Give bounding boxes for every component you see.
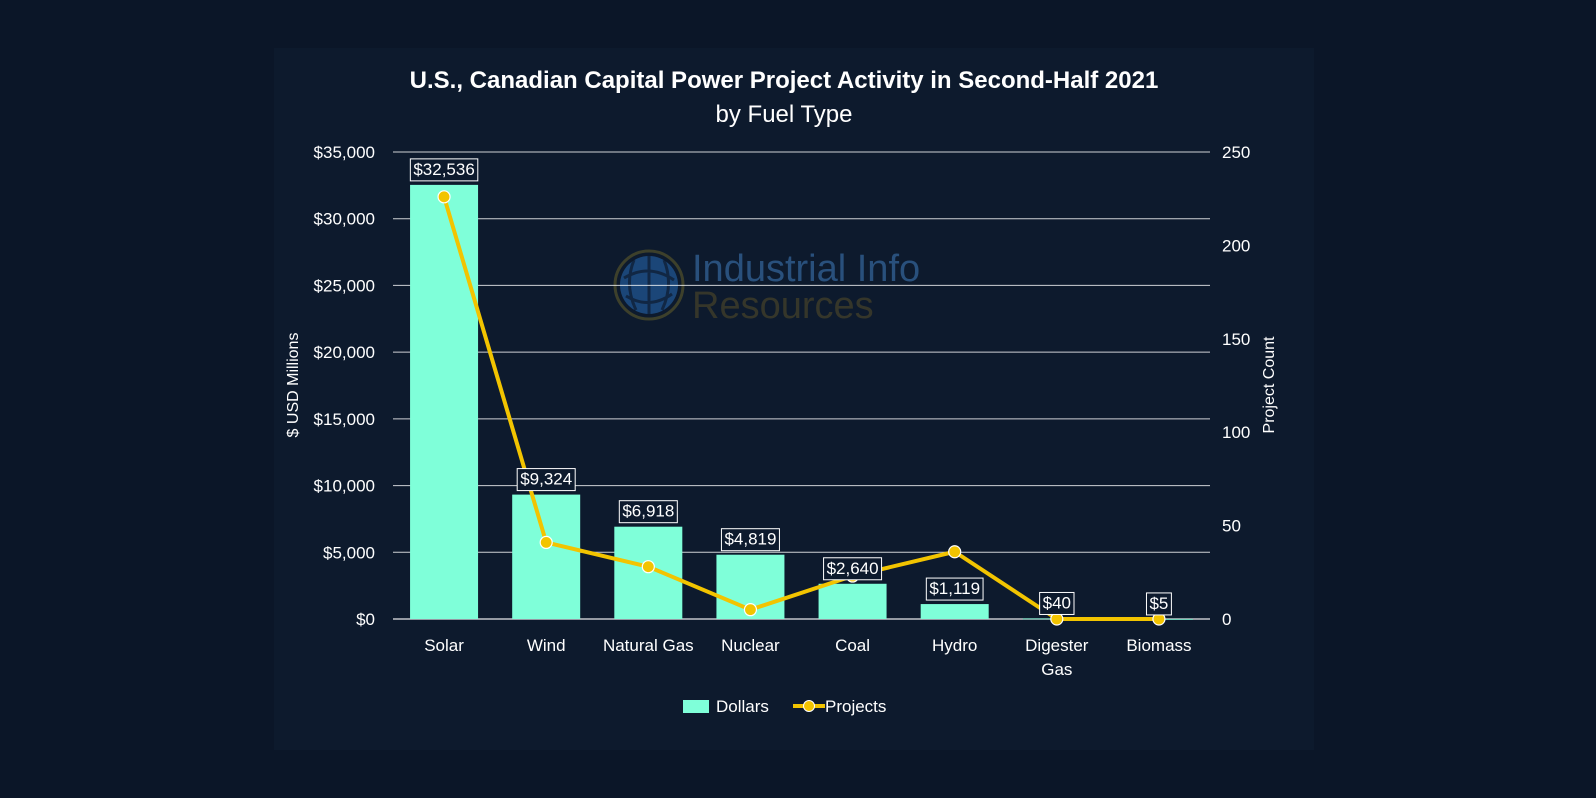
data-label: $6,918 bbox=[618, 500, 678, 524]
y-tick-label: $35,000 bbox=[314, 143, 375, 162]
y-tick-label: $25,000 bbox=[314, 276, 375, 295]
y-tick-label: $20,000 bbox=[314, 343, 375, 362]
data-label: $2,640 bbox=[823, 557, 883, 581]
chart: U.S., Canadian Capital Power Project Act… bbox=[285, 67, 1278, 716]
x-tick-label: Natural Gas bbox=[603, 636, 694, 655]
data-label: $9,324 bbox=[516, 468, 576, 492]
legend: Dollars Projects bbox=[683, 697, 886, 716]
data-label: $5 bbox=[1145, 592, 1172, 616]
bar-hydro bbox=[920, 604, 989, 619]
y-tick-label: $30,000 bbox=[314, 210, 375, 229]
x-tick-label: Solar bbox=[424, 636, 464, 655]
chart-subtitle: by Fuel Type bbox=[716, 101, 853, 128]
y-axis-title: $ USD Millions bbox=[285, 333, 302, 438]
x-tick-label: Gas bbox=[1041, 660, 1072, 679]
x-tick-label: Coal bbox=[835, 636, 870, 655]
data-label: $32,536 bbox=[409, 158, 479, 182]
legend-dollars-label: Dollars bbox=[716, 697, 769, 716]
bar-solar bbox=[410, 184, 479, 619]
data-label: $4,819 bbox=[720, 528, 780, 552]
y-tick-label: $5,000 bbox=[323, 543, 375, 562]
bars-series bbox=[410, 184, 1193, 620]
data-label-box bbox=[720, 528, 780, 552]
data-label-box bbox=[1145, 592, 1172, 616]
data-label: $1,119 bbox=[925, 577, 984, 601]
data-label-box bbox=[1039, 591, 1075, 615]
data-labels: $32,536 $9,324 $6,918 $4,819 $2,640 $1,119 $40… bbox=[409, 158, 1172, 616]
data-label: $40 bbox=[1039, 591, 1075, 615]
data-label-text: $6,918 bbox=[622, 502, 674, 521]
watermark-line2: Resources bbox=[692, 285, 874, 327]
y-axis-right: 0 50 100 150 200 250 bbox=[1222, 143, 1250, 629]
data-label-text: $9,324 bbox=[520, 470, 572, 489]
projects-point bbox=[539, 535, 553, 550]
x-tick-label: Wind bbox=[527, 636, 566, 655]
data-label-text: $2,640 bbox=[827, 559, 879, 578]
data-label-text: $1,119 bbox=[929, 579, 980, 598]
data-label-text: $32,536 bbox=[413, 160, 474, 179]
projects-point bbox=[743, 603, 758, 617]
x-tick-label: Hydro bbox=[932, 636, 977, 655]
y-axis-left: $0 $5,000 $10,000 $15,000 $20,000 $25,000 $30,… bbox=[314, 143, 375, 629]
bar-coal bbox=[818, 583, 887, 619]
projects-point bbox=[948, 545, 962, 559]
legend-dollars-swatch bbox=[683, 700, 709, 713]
x-axis: Solar Wind Natural Gas Nuclear Coal Hydro Dige… bbox=[424, 636, 1191, 679]
y2-tick-label: 100 bbox=[1222, 423, 1250, 442]
x-tick-label: Biomass bbox=[1126, 636, 1191, 655]
bar-wind bbox=[512, 494, 581, 619]
data-label-box bbox=[516, 468, 576, 492]
y2-tick-label: 0 bbox=[1222, 610, 1231, 629]
y2-tick-label: 50 bbox=[1222, 517, 1241, 536]
data-label-box bbox=[409, 158, 479, 182]
projects-point bbox=[641, 560, 655, 574]
y2-axis-title: Project Count bbox=[1261, 336, 1278, 433]
legend-projects-marker bbox=[803, 700, 815, 712]
data-label-text: $4,819 bbox=[724, 530, 776, 549]
chart-panel: U.S., Canadian Capital Power Project Act… bbox=[274, 48, 1314, 750]
y2-tick-label: 150 bbox=[1222, 330, 1250, 349]
y-tick-label: $15,000 bbox=[314, 410, 375, 429]
x-tick-label: Nuclear bbox=[721, 636, 780, 655]
legend-projects-label: Projects bbox=[825, 697, 886, 716]
y2-tick-label: 200 bbox=[1222, 236, 1250, 255]
x-tick-label: Digester bbox=[1025, 636, 1089, 655]
data-label-box bbox=[618, 500, 678, 524]
data-label-text: $40 bbox=[1043, 593, 1071, 612]
y2-tick-label: 250 bbox=[1222, 143, 1250, 162]
data-label-box bbox=[925, 577, 984, 601]
y-tick-label: $0 bbox=[356, 610, 375, 629]
projects-point bbox=[437, 190, 451, 204]
data-label-text: $5 bbox=[1149, 594, 1168, 613]
watermark: Industrial Info Resources bbox=[613, 248, 920, 327]
data-label-box bbox=[823, 557, 883, 581]
y-tick-label: $10,000 bbox=[314, 477, 375, 496]
watermark-line1: Industrial Info bbox=[692, 248, 920, 290]
chart-title: U.S., Canadian Capital Power Project Act… bbox=[410, 67, 1159, 94]
